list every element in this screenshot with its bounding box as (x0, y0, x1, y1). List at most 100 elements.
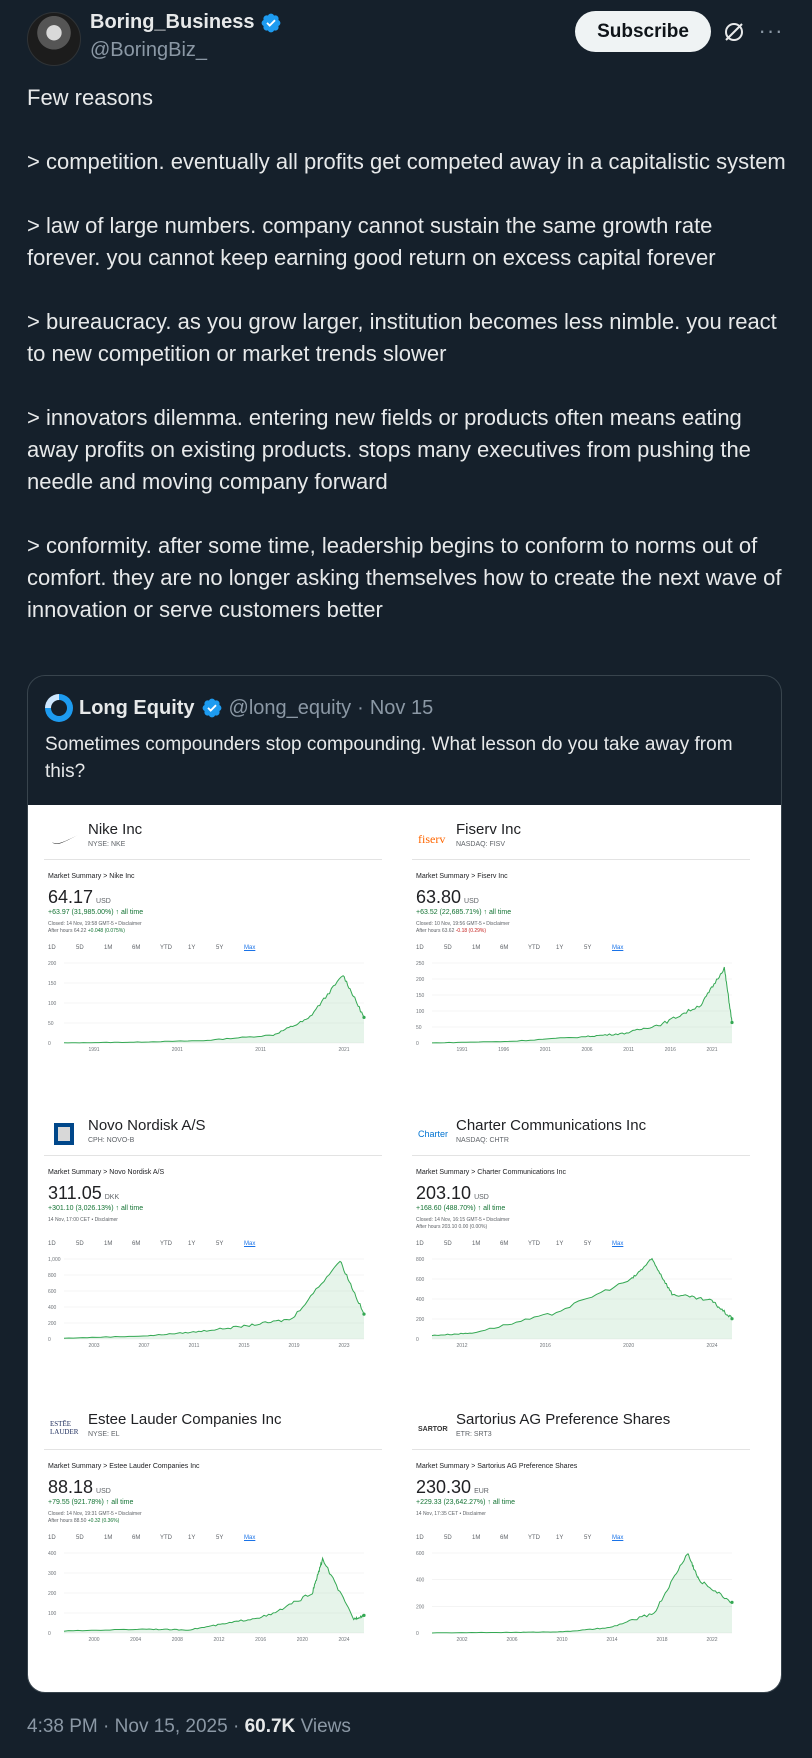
range-tab[interactable]: 1D (416, 1535, 424, 1541)
x-tick-label: 2019 (288, 1343, 299, 1349)
after-hours-delta: 0.00 (0.00%) (458, 1224, 488, 1230)
range-tab[interactable]: 5D (444, 1535, 452, 1541)
range-tabs: 1D 5D 1M 6M YTD 1Y 5Y Max (48, 945, 272, 951)
range-tab[interactable]: 1Y (556, 1535, 564, 1541)
range-tab[interactable]: Max (244, 1241, 256, 1247)
ticker-symbol: NASDAQ: CHTR (456, 1137, 509, 1144)
range-tab[interactable]: 5Y (216, 945, 224, 951)
range-tab[interactable]: 6M (132, 1535, 141, 1541)
currency: DKK (104, 1194, 120, 1201)
range-tab[interactable]: 1D (416, 1241, 424, 1247)
tweet-date[interactable]: Nov 15, 2025 (114, 1716, 228, 1737)
verified-badge-icon (202, 698, 221, 718)
quoted-author-avatar[interactable] (45, 694, 73, 722)
ticker-symbol: NYSE: NKE (88, 841, 126, 848)
tweet-text: Few reasons > competition. eventually al… (27, 82, 787, 626)
y-tick-label: 200 (416, 1317, 425, 1323)
quoted-tweet-date[interactable]: Nov 15 (369, 696, 434, 719)
range-tab[interactable]: YTD (160, 1535, 172, 1541)
last-price-point (362, 1613, 366, 1617)
range-tab[interactable]: Max (612, 1535, 624, 1541)
author-avatar[interactable] (27, 12, 81, 66)
price-value: 64.17 (48, 887, 94, 907)
x-tick-label: 2012 (456, 1343, 467, 1349)
grok-icon[interactable] (722, 20, 746, 44)
range-tab[interactable]: 1Y (556, 945, 564, 951)
range-tab[interactable]: 1M (472, 945, 481, 951)
range-tab[interactable]: Max (612, 1241, 624, 1247)
range-tab[interactable]: Max (612, 945, 624, 951)
range-tab[interactable]: YTD (160, 1241, 172, 1247)
range-tab[interactable]: Max (244, 1535, 256, 1541)
range-tab[interactable]: 5Y (216, 1535, 224, 1541)
quoted-tweet-image[interactable]: Nike Inc NYSE: NKE Market Summary > Nike I… (28, 805, 781, 1692)
x-tick-label: 2012 (213, 1637, 224, 1643)
range-tab[interactable]: 1Y (556, 1241, 564, 1247)
after-hours-price: After hours 63.62 (416, 928, 456, 934)
range-tab[interactable]: 1M (472, 1241, 481, 1247)
range-tab[interactable]: 6M (132, 945, 141, 951)
range-tab[interactable]: 5Y (216, 1241, 224, 1247)
range-tab[interactable]: YTD (528, 1241, 540, 1247)
price-value: 203.10 (416, 1183, 472, 1203)
range-tab[interactable]: 6M (500, 945, 509, 951)
x-tick-label: 2016 (665, 1047, 676, 1053)
range-tab[interactable]: YTD (528, 1535, 540, 1541)
range-tab[interactable]: 1M (104, 1535, 113, 1541)
price-value: 63.80 (416, 887, 462, 907)
author-display-name[interactable]: Boring_Business (90, 11, 255, 33)
y-tick-label: 600 (416, 1277, 425, 1283)
range-tab[interactable]: 1Y (188, 1241, 196, 1247)
range-tab[interactable]: 5D (76, 1535, 84, 1541)
range-tab[interactable]: 1M (472, 1535, 481, 1541)
range-tab[interactable]: 1M (104, 945, 113, 951)
range-tabs: 1D 5D 1M 6M YTD 1Y 5Y Max (416, 945, 640, 951)
last-price-point (730, 1317, 734, 1321)
range-tab[interactable]: YTD (528, 945, 540, 951)
subscribe-button[interactable]: Subscribe (575, 11, 711, 52)
range-tab[interactable]: 1Y (188, 945, 196, 951)
company-logo-icon: ESTĒE LAUDER (50, 1415, 80, 1441)
x-tick-label: 2011 (255, 1047, 266, 1053)
range-tab[interactable]: 1D (48, 1241, 56, 1247)
quoted-author-handle[interactable]: @long_equity (228, 696, 352, 719)
price-line (63, 975, 365, 1044)
author-handle[interactable]: @BoringBiz_ (90, 39, 208, 61)
range-tab[interactable]: 5D (76, 1241, 84, 1247)
x-tick-label: 2016 (255, 1637, 266, 1643)
range-tab[interactable]: 5Y (584, 1535, 592, 1541)
range-tab[interactable]: 5Y (584, 1241, 592, 1247)
x-tick-label: 1996 (498, 1047, 509, 1053)
range-tab[interactable]: 1D (48, 945, 56, 951)
x-tick-label: 2014 (606, 1637, 617, 1643)
y-tick-label: 800 (416, 1257, 425, 1263)
quoted-tweet[interactable]: Long Equity @long_equity · Nov 15 Someti… (27, 675, 782, 1693)
all-time-change: +79.55 (921.78%) ↑ all time (48, 1499, 134, 1506)
company-name: Sartorius AG Preference Shares (456, 1411, 671, 1428)
range-tab[interactable]: YTD (160, 945, 172, 951)
range-tab[interactable]: 1D (48, 1535, 56, 1541)
company-name: Novo Nordisk A/S (88, 1117, 206, 1134)
range-tab[interactable]: 6M (132, 1241, 141, 1247)
company-logo-icon: SARTORIUS (418, 1415, 459, 1441)
range-tab[interactable]: Max (244, 945, 256, 951)
x-tick-label: 2011 (623, 1047, 634, 1053)
tweet-time[interactable]: 4:38 PM (27, 1716, 98, 1737)
range-tab[interactable]: 6M (500, 1535, 509, 1541)
after-hours: After hours 64.22 +0.048 (0.075%) (48, 928, 125, 934)
range-tab[interactable]: 5D (444, 1241, 452, 1247)
range-tab[interactable]: 5D (76, 945, 84, 951)
range-tab[interactable]: 1Y (188, 1535, 196, 1541)
price-chart: 800 600 400 200 0 2012 2016 2020 2024 (416, 1257, 734, 1349)
range-tab[interactable]: 6M (500, 1241, 509, 1247)
more-options-icon[interactable]: ··· (758, 18, 784, 43)
quoted-author-name[interactable]: Long Equity (79, 696, 195, 719)
range-tab[interactable]: 5D (444, 945, 452, 951)
range-tab[interactable]: 1D (416, 945, 424, 951)
author-name-row: Boring_Business (90, 11, 282, 34)
stock-chart-panel: SARTORIUS Sartorius AG Preference Shares E… (398, 1401, 764, 1691)
market-summary-breadcrumb: Market Summary > Charter Communications … (416, 1169, 566, 1176)
range-tab[interactable]: 1M (104, 1241, 113, 1247)
x-tick-label: 2021 (706, 1047, 717, 1053)
range-tab[interactable]: 5Y (584, 945, 592, 951)
